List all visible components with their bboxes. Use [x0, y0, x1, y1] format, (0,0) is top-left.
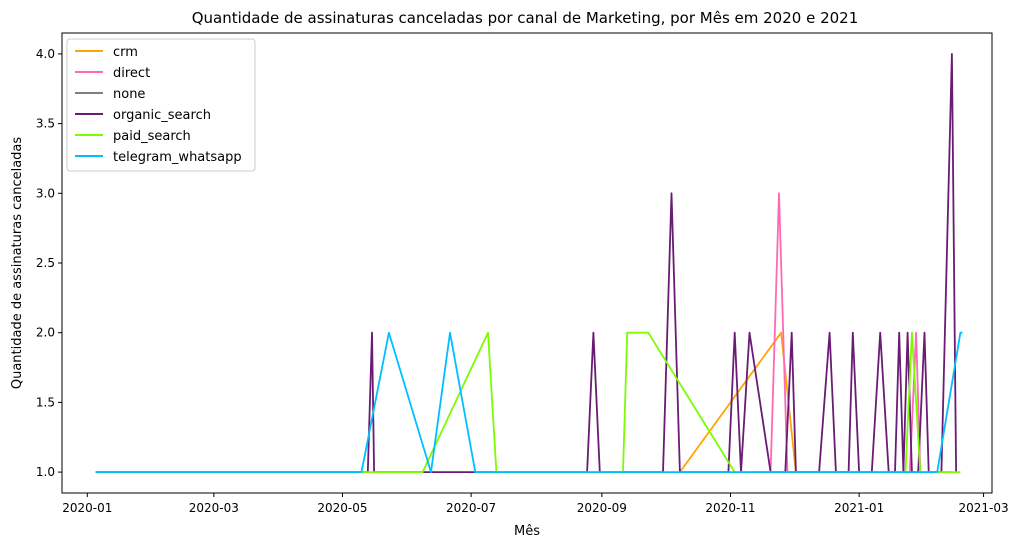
legend-label: organic_search: [113, 108, 211, 123]
x-axis-ticks: 2020-01 2020-03 2020-05 2020-07 2020-09 2020-…: [62, 493, 1009, 515]
y-tick-label: 2.5: [36, 256, 55, 270]
series-line-crm: [679, 331, 797, 473]
x-tick-label: 2020-01: [62, 501, 112, 515]
y-tick-label: 1.5: [36, 395, 55, 409]
legend-label: direct: [113, 66, 150, 81]
x-tick-label: 2021-03: [958, 501, 1008, 515]
legend-box: [66, 38, 256, 172]
series-layer: [95, 53, 963, 474]
x-tick-label: 2020-03: [189, 501, 239, 515]
legend-label: crm: [113, 45, 138, 60]
x-axis-label: Mês: [514, 524, 540, 539]
x-tick-label: 2021-01: [834, 501, 884, 515]
y-tick-label: 3.5: [36, 117, 55, 131]
legend-label: telegram_whatsapp: [113, 150, 242, 165]
x-tick-label: 2020-09: [577, 501, 627, 515]
series-line-paid-search: [361, 331, 961, 474]
y-axis-label: Quantidade de assinaturas canceladas: [10, 137, 25, 390]
series-line-telegram-whatsapp: [95, 331, 963, 474]
x-tick-label: 2020-07: [446, 501, 496, 515]
chart-title: Quantidade de assinaturas canceladas por…: [192, 9, 859, 27]
x-tick-label: 2020-11: [705, 501, 755, 515]
y-tick-label: 3.0: [36, 186, 55, 200]
y-tick-label: 4.0: [36, 47, 55, 61]
legend-label: none: [113, 87, 145, 102]
y-axis-ticks: 1.0 1.5 2.0 2.5 3.0 3.5 4.0: [36, 47, 62, 479]
x-tick-label: 2020-05: [317, 501, 367, 515]
y-tick-label: 2.0: [36, 326, 55, 340]
y-tick-label: 1.0: [36, 465, 55, 479]
legend-label: paid_search: [113, 129, 191, 144]
legend: crm direct none organic_search paid_searchte…: [66, 38, 256, 172]
